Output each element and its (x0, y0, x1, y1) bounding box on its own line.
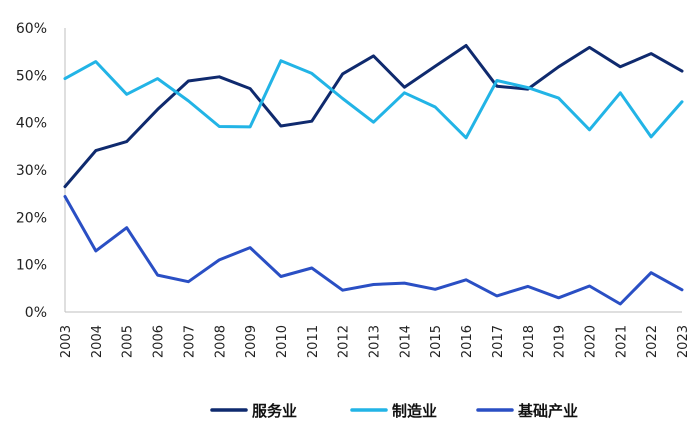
series-lines (63, 44, 684, 306)
y-tick-label: 50% (16, 68, 47, 84)
x-tick-label: 2007 (182, 325, 197, 358)
series-line-0 (63, 44, 684, 189)
axes: 0% 10% 20% 30% 40% 50% 60% 2003 2004 2005 2006 2007… (16, 21, 691, 358)
y-tick-label: 10% (16, 258, 47, 274)
x-tick-label: 2004 (90, 325, 105, 358)
x-tick-label: 2011 (306, 325, 321, 358)
legend-label: 基础产业 (517, 402, 578, 420)
x-tick-label: 2008 (213, 325, 228, 358)
x-tick-label: 2016 (460, 325, 475, 358)
x-tick-label: 2017 (491, 325, 506, 358)
x-tick-label: 2013 (368, 325, 383, 358)
legend: 服务业 制造业 基础产业 (210, 402, 578, 420)
x-tick-label: 2019 (553, 325, 568, 358)
x-tick-label: 2006 (152, 325, 167, 358)
y-tick-label: 20% (16, 210, 47, 226)
y-tick-label: 30% (16, 163, 47, 179)
x-tick-label: 2010 (275, 325, 290, 358)
y-tick-label: 40% (16, 116, 47, 132)
x-tick-label: 2023 (676, 325, 691, 358)
y-tick-label: 0% (25, 305, 47, 321)
x-tick-label: 2021 (614, 325, 629, 358)
x-tick-label: 2014 (398, 325, 413, 358)
x-tick-label: 2020 (583, 325, 598, 358)
series-line-2 (63, 195, 684, 306)
y-tick-label: 60% (16, 21, 47, 37)
x-tick-label: 2018 (522, 325, 537, 358)
x-tick-label: 2022 (645, 325, 660, 358)
series-line-1 (63, 59, 684, 140)
x-tick-label: 2009 (244, 325, 259, 358)
legend-label: 制造业 (392, 402, 437, 420)
x-tick-label: 2003 (59, 325, 74, 358)
legend-label: 服务业 (252, 402, 297, 420)
x-tick-label: 2005 (121, 325, 136, 358)
x-tick-label: 2012 (337, 325, 352, 358)
x-tick-label: 2015 (429, 325, 444, 358)
